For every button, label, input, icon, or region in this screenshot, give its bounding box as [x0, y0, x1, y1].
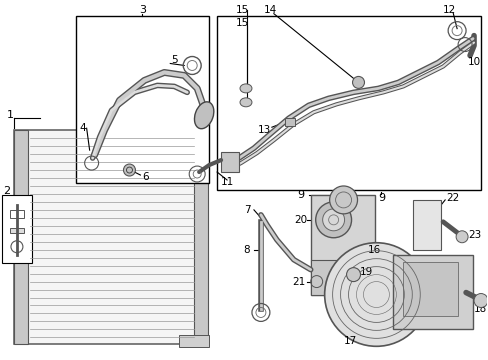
Text: 11: 11: [221, 177, 234, 187]
Bar: [392, 255, 472, 329]
Text: 23: 23: [467, 230, 480, 240]
Text: 7: 7: [243, 205, 250, 215]
Text: 15: 15: [236, 18, 249, 28]
Circle shape: [324, 243, 427, 346]
Text: 3: 3: [139, 5, 145, 15]
Text: 13: 13: [257, 125, 270, 135]
Bar: [403, 262, 457, 316]
Text: 17: 17: [343, 336, 356, 346]
Circle shape: [329, 186, 357, 214]
Text: 16: 16: [367, 245, 380, 255]
Text: 1: 1: [6, 110, 14, 120]
Bar: [310, 260, 375, 294]
Bar: [412, 200, 440, 250]
Text: 21: 21: [291, 276, 305, 287]
Ellipse shape: [240, 84, 251, 93]
Bar: [221, 152, 239, 172]
Bar: [194, 130, 208, 344]
Bar: [179, 336, 209, 347]
Text: 19: 19: [359, 267, 372, 276]
Bar: [14, 130, 208, 344]
Bar: [9, 240, 17, 258]
Bar: [14, 130, 28, 344]
Text: 9: 9: [377, 193, 384, 203]
Text: 2: 2: [3, 186, 10, 196]
Text: 22: 22: [445, 193, 458, 203]
Bar: [217, 16, 480, 190]
Bar: [284, 118, 294, 126]
Text: 14: 14: [264, 5, 277, 15]
Bar: [10, 228, 24, 233]
Bar: [2, 195, 32, 263]
Circle shape: [473, 293, 487, 307]
Circle shape: [346, 267, 360, 282]
Circle shape: [315, 202, 351, 238]
Bar: [76, 16, 209, 183]
Circle shape: [352, 76, 364, 88]
Text: 4: 4: [79, 123, 86, 133]
Text: 10: 10: [467, 58, 480, 67]
Circle shape: [123, 164, 135, 176]
Bar: [310, 195, 375, 294]
Text: 9: 9: [297, 190, 304, 200]
Circle shape: [322, 209, 344, 231]
Ellipse shape: [194, 102, 213, 129]
Text: 6: 6: [142, 172, 149, 182]
Text: 20: 20: [294, 215, 306, 225]
Text: 15: 15: [236, 5, 249, 15]
Ellipse shape: [240, 98, 251, 107]
Bar: [10, 210, 24, 218]
Text: 18: 18: [473, 305, 486, 315]
Circle shape: [455, 231, 467, 243]
Text: 8: 8: [243, 245, 250, 255]
Text: 5: 5: [171, 55, 178, 66]
Text: 12: 12: [442, 5, 455, 15]
